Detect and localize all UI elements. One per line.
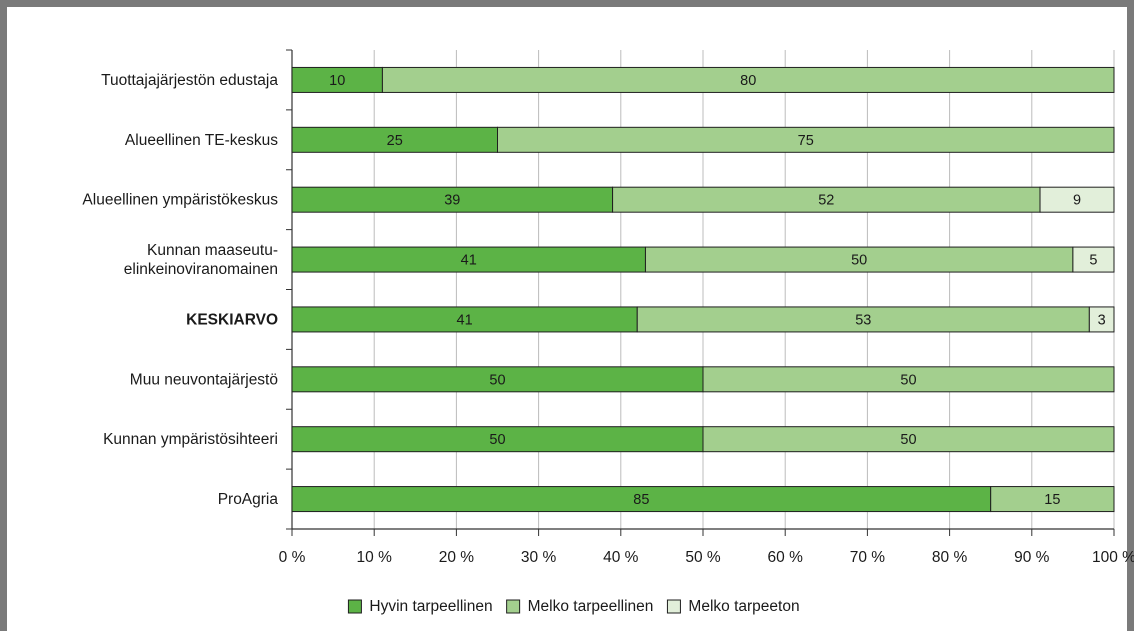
data-label: 53 — [855, 312, 871, 328]
x-tick-label: 20 % — [439, 549, 475, 566]
data-label: 25 — [387, 133, 403, 149]
x-tick-label: 100 % — [1092, 549, 1134, 566]
data-label: 50 — [851, 253, 867, 269]
x-tick-label: 90 % — [1014, 549, 1050, 566]
bar-segment — [291, 246, 646, 273]
bar-segment — [291, 306, 638, 333]
stacked-bar-chart: 0 % 10 % 20 % 30 % 40 % 50 % 60 % 70 % 80 % 90 % 1… — [82, 49, 1134, 615]
category-label: Kunnan ympäristösihteeri — [103, 431, 278, 448]
x-tick-label: 50 % — [685, 549, 721, 566]
category-label-line: Kunnan ympäristösihteeri — [103, 431, 278, 448]
category-label-line: Alueellinen TE-keskus — [125, 132, 278, 149]
bar-segment — [497, 126, 1115, 153]
data-label: 39 — [444, 193, 460, 209]
legend-swatch — [666, 599, 681, 614]
legend-label: Melko tarpeellinen — [528, 598, 654, 615]
category-label: Kunnan maaseutu-elinkeinoviranomainen — [124, 242, 278, 278]
bar-segment — [1072, 246, 1115, 273]
category-label-line: Tuottajajärjestön edustaja — [101, 72, 278, 89]
category-label: Alueellinen TE-keskus — [125, 132, 278, 149]
data-label: 9 — [1073, 193, 1081, 209]
category-label-line: Alueellinen ympäristökeskus — [82, 192, 278, 209]
x-tick-label: 10 % — [357, 549, 393, 566]
bar-segment — [291, 486, 992, 513]
data-label: 50 — [489, 432, 505, 448]
category-label-line: elinkeinoviranomainen — [124, 261, 278, 278]
bar-segment — [702, 426, 1115, 453]
bar-segment — [702, 366, 1115, 393]
category-label-line: Kunnan maaseutu- — [147, 242, 278, 259]
bar-segment — [990, 486, 1115, 513]
bar-segment — [291, 66, 383, 93]
data-label: 10 — [329, 73, 345, 89]
x-tick-label: 40 % — [603, 549, 639, 566]
data-label: 3 — [1098, 312, 1106, 328]
legend-label: Hyvin tarpeellinen — [369, 598, 492, 615]
data-label: 5 — [1089, 253, 1097, 269]
x-tick-label: 0 % — [279, 549, 306, 566]
data-label: 41 — [461, 253, 477, 269]
data-label: 50 — [489, 372, 505, 388]
data-label: 52 — [818, 193, 834, 209]
bar-segment — [612, 186, 1041, 213]
bar-segment — [1039, 186, 1115, 213]
legend-label: Melko tarpeeton — [688, 598, 799, 615]
bar-segment — [291, 186, 614, 213]
legend-swatch — [347, 599, 362, 614]
category-label-line: Muu neuvontajärjestö — [130, 371, 278, 388]
bar-segment — [291, 126, 498, 153]
bar-segment — [1088, 306, 1115, 333]
data-label: 85 — [633, 492, 649, 508]
x-tick-label: 80 % — [932, 549, 968, 566]
category-label: ProAgria — [218, 491, 279, 508]
data-label: 50 — [900, 432, 916, 448]
category-label: Muu neuvontajärjestö — [130, 371, 278, 388]
category-label-line: KESKIARVO — [186, 311, 278, 328]
category-label: KESKIARVO — [186, 311, 278, 328]
category-label: Alueellinen ympäristökeskus — [82, 192, 278, 209]
data-label: 15 — [1044, 492, 1060, 508]
data-label: 75 — [798, 133, 814, 149]
bar-segment — [636, 306, 1090, 333]
data-label: 80 — [740, 73, 756, 89]
data-label: 41 — [457, 312, 473, 328]
x-tick-label: 60 % — [768, 549, 804, 566]
data-label: 50 — [900, 372, 916, 388]
category-label: Tuottajajärjestön edustaja — [101, 72, 278, 89]
category-label-line: ProAgria — [218, 491, 279, 508]
bar-segment — [381, 66, 1115, 93]
legend-swatch — [506, 599, 521, 614]
x-tick-label: 30 % — [521, 549, 557, 566]
x-tick-label: 70 % — [850, 549, 886, 566]
